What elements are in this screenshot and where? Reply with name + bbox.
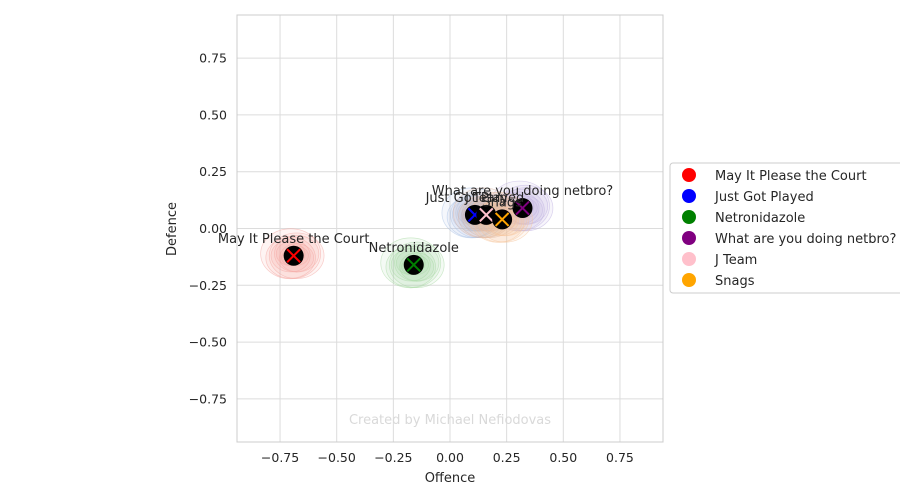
team-label-snags: Snags [482,195,522,210]
point-cross [479,207,494,223]
team-label-may-it-please-the-court: May It Please the Court [218,232,370,247]
y-tick-label: −0.25 [189,278,227,293]
team-label-j-team: J Team [464,191,507,206]
y-tick-label: 0.50 [199,107,227,122]
legend-label-snags: Snags [715,274,755,289]
point-cross [406,257,421,273]
x-tick-label: 0.00 [436,450,464,465]
x-tick-labels: −0.75 −0.50 −0.25 0.00 0.25 0.50 0.75 [261,450,634,465]
y-axis-label: Defence [165,202,180,256]
plot-frame [236,14,664,443]
x-axis-label: Offence [425,471,476,486]
team-label-what-are-you-doing-netbro: What are you doing netbro? [432,184,613,199]
legend-label-may-it-please-the-court: May It Please the Court [715,169,867,184]
x-tick-label: 0.75 [606,450,634,465]
x-tick-label: 0.25 [493,450,521,465]
x-tick-label: −0.50 [318,450,356,465]
legend-label-netronidazole: Netronidazole [715,211,805,226]
legend-marker-snags [682,273,696,287]
point-snags [492,209,513,230]
legend-marker-j-team [682,252,696,266]
point-may-it-please-the-court [283,245,304,266]
point-what-are-you-doing-netbro [512,198,533,219]
y-tick-label: 0.00 [199,221,227,236]
gridlines [237,15,663,442]
y-tick-labels: 0.75 0.50 0.25 0.00 −0.25 −0.50 −0.75 [189,51,227,407]
legend-label-what-are-you-doing-netbro: What are you doing netbro? [715,232,896,247]
point-j-team [476,204,497,225]
point-cross [286,248,301,263]
x-tick-label: 0.50 [549,450,577,465]
y-tick-label: 0.25 [199,164,227,179]
watermark: Created by Michael Nefiodovas [349,413,551,428]
legend-marker-just-got-played [682,189,696,203]
team-label-netronidazole: Netronidazole [369,241,459,256]
legend: May It Please the Court Just Got Played … [669,162,900,294]
legend-marker-what-are-you-doing-netbro [682,231,696,245]
team-labels: May It Please the Court Just Got Played Ne… [218,184,613,256]
legend-box [669,162,900,294]
x-tick-label: −0.75 [261,450,299,465]
team-label-just-got-played: Just Got Played [425,191,525,206]
x-tick-label: −0.25 [374,450,412,465]
legend-label-just-got-played: Just Got Played [714,190,814,205]
point-cross [494,212,510,227]
point-netronidazole [403,254,424,275]
y-tick-label: −0.75 [189,391,227,406]
legend-label-j-team: J Team [714,253,757,268]
y-tick-label: −0.50 [189,335,227,350]
legend-marker-netronidazole [682,210,696,224]
y-tick-label: 0.75 [199,51,227,66]
team-points [283,198,533,275]
point-cross [515,200,530,216]
legend-marker-may-it-please-the-court [682,168,696,182]
